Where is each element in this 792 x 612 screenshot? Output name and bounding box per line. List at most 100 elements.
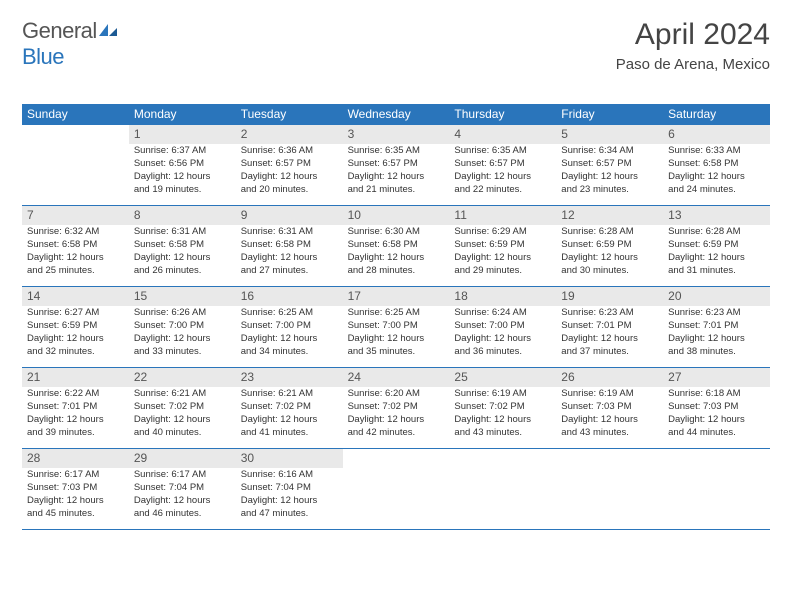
dow-thursday: Thursday: [449, 104, 556, 125]
sunset-text: Sunset: 6:57 PM: [561, 158, 658, 171]
day-number: 9: [236, 206, 343, 225]
day-cell: 16Sunrise: 6:25 AMSunset: 7:00 PMDayligh…: [236, 287, 343, 367]
day-body: Sunrise: 6:31 AMSunset: 6:58 PMDaylight:…: [129, 225, 236, 280]
day-cell: [556, 449, 663, 529]
daylight-line2: and 43 minutes.: [454, 427, 551, 440]
sunset-text: Sunset: 7:01 PM: [27, 401, 124, 414]
day-body: Sunrise: 6:20 AMSunset: 7:02 PMDaylight:…: [343, 387, 450, 442]
day-body: Sunrise: 6:17 AMSunset: 7:04 PMDaylight:…: [129, 468, 236, 523]
sunrise-text: Sunrise: 6:23 AM: [561, 307, 658, 320]
dow-saturday: Saturday: [663, 104, 770, 125]
daylight-line1: Daylight: 12 hours: [241, 495, 338, 508]
daylight-line1: Daylight: 12 hours: [241, 252, 338, 265]
day-body: Sunrise: 6:24 AMSunset: 7:00 PMDaylight:…: [449, 306, 556, 361]
sunset-text: Sunset: 7:01 PM: [561, 320, 658, 333]
daylight-line1: Daylight: 12 hours: [454, 333, 551, 346]
day-body: Sunrise: 6:25 AMSunset: 7:00 PMDaylight:…: [343, 306, 450, 361]
daylight-line2: and 26 minutes.: [134, 265, 231, 278]
day-cell: 10Sunrise: 6:30 AMSunset: 6:58 PMDayligh…: [343, 206, 450, 286]
daylight-line2: and 33 minutes.: [134, 346, 231, 359]
day-body: Sunrise: 6:21 AMSunset: 7:02 PMDaylight:…: [129, 387, 236, 442]
sunrise-text: Sunrise: 6:16 AM: [241, 469, 338, 482]
day-number: 4: [449, 125, 556, 144]
daylight-line1: Daylight: 12 hours: [561, 171, 658, 184]
calendar-body: 1Sunrise: 6:37 AMSunset: 6:56 PMDaylight…: [22, 125, 770, 530]
logo-text-blue: Blue: [22, 44, 64, 69]
sunrise-text: Sunrise: 6:32 AM: [27, 226, 124, 239]
daylight-line2: and 32 minutes.: [27, 346, 124, 359]
day-number: 8: [129, 206, 236, 225]
daylight-line1: Daylight: 12 hours: [134, 333, 231, 346]
day-body: Sunrise: 6:37 AMSunset: 6:56 PMDaylight:…: [129, 144, 236, 199]
sunrise-text: Sunrise: 6:36 AM: [241, 145, 338, 158]
day-cell: 8Sunrise: 6:31 AMSunset: 6:58 PMDaylight…: [129, 206, 236, 286]
sunset-text: Sunset: 7:00 PM: [241, 320, 338, 333]
day-number: 30: [236, 449, 343, 468]
daylight-line1: Daylight: 12 hours: [134, 414, 231, 427]
day-number: 12: [556, 206, 663, 225]
sunset-text: Sunset: 6:58 PM: [348, 239, 445, 252]
daylight-line1: Daylight: 12 hours: [454, 252, 551, 265]
daylight-line2: and 24 minutes.: [668, 184, 765, 197]
day-number: 10: [343, 206, 450, 225]
day-body: Sunrise: 6:28 AMSunset: 6:59 PMDaylight:…: [556, 225, 663, 280]
daylight-line1: Daylight: 12 hours: [27, 333, 124, 346]
logo: GeneralBlue: [22, 18, 119, 70]
sunrise-text: Sunrise: 6:28 AM: [668, 226, 765, 239]
day-cell: [343, 449, 450, 529]
daylight-line2: and 42 minutes.: [348, 427, 445, 440]
day-body: Sunrise: 6:33 AMSunset: 6:58 PMDaylight:…: [663, 144, 770, 199]
day-body: Sunrise: 6:35 AMSunset: 6:57 PMDaylight:…: [343, 144, 450, 199]
day-cell: 3Sunrise: 6:35 AMSunset: 6:57 PMDaylight…: [343, 125, 450, 205]
day-body: Sunrise: 6:17 AMSunset: 7:03 PMDaylight:…: [22, 468, 129, 523]
day-cell: 27Sunrise: 6:18 AMSunset: 7:03 PMDayligh…: [663, 368, 770, 448]
sunrise-text: Sunrise: 6:27 AM: [27, 307, 124, 320]
day-number: 25: [449, 368, 556, 387]
daylight-line1: Daylight: 12 hours: [134, 252, 231, 265]
daylight-line2: and 46 minutes.: [134, 508, 231, 521]
sunrise-text: Sunrise: 6:24 AM: [454, 307, 551, 320]
day-body: Sunrise: 6:35 AMSunset: 6:57 PMDaylight:…: [449, 144, 556, 199]
dow-sunday: Sunday: [22, 104, 129, 125]
daylight-line1: Daylight: 12 hours: [561, 414, 658, 427]
day-cell: 14Sunrise: 6:27 AMSunset: 6:59 PMDayligh…: [22, 287, 129, 367]
day-cell: [22, 125, 129, 205]
day-body: Sunrise: 6:36 AMSunset: 6:57 PMDaylight:…: [236, 144, 343, 199]
daylight-line1: Daylight: 12 hours: [241, 333, 338, 346]
daylight-line1: Daylight: 12 hours: [668, 414, 765, 427]
day-cell: 30Sunrise: 6:16 AMSunset: 7:04 PMDayligh…: [236, 449, 343, 529]
day-cell: 29Sunrise: 6:17 AMSunset: 7:04 PMDayligh…: [129, 449, 236, 529]
day-body: Sunrise: 6:34 AMSunset: 6:57 PMDaylight:…: [556, 144, 663, 199]
sunrise-text: Sunrise: 6:28 AM: [561, 226, 658, 239]
day-cell: [663, 449, 770, 529]
daylight-line1: Daylight: 12 hours: [348, 333, 445, 346]
daylight-line2: and 35 minutes.: [348, 346, 445, 359]
day-cell: 17Sunrise: 6:25 AMSunset: 7:00 PMDayligh…: [343, 287, 450, 367]
daylight-line2: and 27 minutes.: [241, 265, 338, 278]
daylight-line2: and 19 minutes.: [134, 184, 231, 197]
daylight-line1: Daylight: 12 hours: [27, 495, 124, 508]
logo-sail-icon: [97, 18, 119, 44]
day-body: Sunrise: 6:18 AMSunset: 7:03 PMDaylight:…: [663, 387, 770, 442]
day-cell: 18Sunrise: 6:24 AMSunset: 7:00 PMDayligh…: [449, 287, 556, 367]
sunrise-text: Sunrise: 6:17 AM: [27, 469, 124, 482]
day-cell: 5Sunrise: 6:34 AMSunset: 6:57 PMDaylight…: [556, 125, 663, 205]
daylight-line2: and 20 minutes.: [241, 184, 338, 197]
sunset-text: Sunset: 7:03 PM: [668, 401, 765, 414]
day-cell: 25Sunrise: 6:19 AMSunset: 7:02 PMDayligh…: [449, 368, 556, 448]
sunset-text: Sunset: 7:03 PM: [27, 482, 124, 495]
sunset-text: Sunset: 6:57 PM: [454, 158, 551, 171]
daylight-line2: and 45 minutes.: [27, 508, 124, 521]
daylight-line2: and 34 minutes.: [241, 346, 338, 359]
day-body: Sunrise: 6:29 AMSunset: 6:59 PMDaylight:…: [449, 225, 556, 280]
daylight-line2: and 41 minutes.: [241, 427, 338, 440]
daylight-line1: Daylight: 12 hours: [454, 414, 551, 427]
daylight-line2: and 22 minutes.: [454, 184, 551, 197]
daylight-line1: Daylight: 12 hours: [27, 252, 124, 265]
day-number: 7: [22, 206, 129, 225]
sunrise-text: Sunrise: 6:19 AM: [454, 388, 551, 401]
sunrise-text: Sunrise: 6:23 AM: [668, 307, 765, 320]
sunset-text: Sunset: 7:02 PM: [241, 401, 338, 414]
day-cell: 26Sunrise: 6:19 AMSunset: 7:03 PMDayligh…: [556, 368, 663, 448]
day-number: 13: [663, 206, 770, 225]
